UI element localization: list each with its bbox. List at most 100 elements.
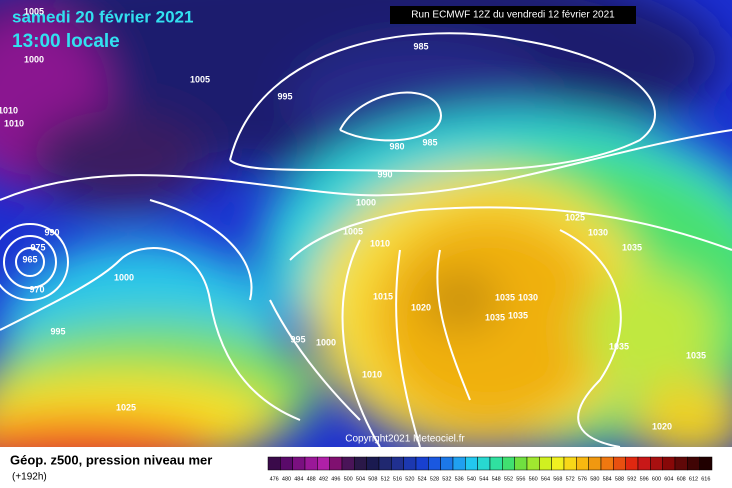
scale-label: 556 [516,476,525,482]
isobar-label: 995 [50,326,65,336]
scale-swatch [674,456,688,471]
isobar-label: 1035 [622,242,642,252]
copyright: Copyright2021 Meteociel.fr [345,434,465,445]
scale-label: 528 [430,476,439,482]
scale-swatch [625,456,639,471]
scale-label: 508 [368,476,377,482]
scale-label: 548 [492,476,501,482]
scale-swatch [378,456,392,471]
scale-label: 588 [615,476,624,482]
scale-label: 568 [553,476,562,482]
isobar-label: 1010 [4,118,24,128]
scale-swatch [317,456,330,471]
isobar-label: 1020 [652,421,672,431]
scale-swatch [551,456,565,471]
scale-swatch [403,456,417,471]
scale-label: 608 [677,476,686,482]
scale-label: 564 [541,476,550,482]
scale-label: 540 [467,476,476,482]
scale-swatch [502,456,515,471]
isobar-label: 1025 [116,402,136,412]
scale-label: 600 [652,476,661,482]
scale-label: 512 [381,476,390,482]
isobar-label: 1015 [373,291,393,301]
scale-label: 592 [627,476,636,482]
isobar-label: 995 [277,91,292,101]
isobar-label: 965 [22,254,37,264]
isobar-label: 1035 [485,312,505,322]
isobar-label: 975 [30,242,45,252]
isobar-label: 1035 [609,341,629,351]
scale-swatch [687,456,700,471]
scale-label: 612 [689,476,698,482]
isobar-label: 980 [389,141,404,151]
scale-swatch [650,456,663,471]
isobar-label: 1020 [411,302,431,312]
scale-swatch [391,456,404,471]
scale-swatch [341,456,355,471]
scale-swatch [329,456,343,471]
scale-label: 492 [319,476,328,482]
isobar-label: 1035 [495,292,515,302]
isobar-label: 990 [377,169,392,179]
scale-swatch [428,456,441,471]
scale-swatch [452,456,466,471]
scale-swatch [304,456,318,471]
isobar-label: 1000 [24,54,44,64]
map-date: samedi 20 février 2021 [12,7,193,26]
isobar-label: 1010 [362,369,382,379]
isobar-label: 1035 [686,350,706,360]
isobar-label: 1010 [370,238,390,248]
scale-label: 616 [701,476,710,482]
scale-swatch [514,456,528,471]
isobar-label: 970 [29,284,44,294]
scale-label: 544 [479,476,488,482]
isobar-label: 985 [413,41,428,51]
scale-label: 532 [442,476,451,482]
scale-swatch [465,456,478,471]
scale-swatch [539,456,552,471]
scale-label: 484 [294,476,303,482]
scale-swatch [576,456,589,471]
scale-swatch [292,456,306,471]
scale-label: 520 [405,476,414,482]
footer-lead: (+192h) [12,472,47,483]
scale-swatch [600,456,614,471]
scale-swatch [662,456,676,471]
scale-swatch [415,456,429,471]
isobar-label: 1005 [343,226,363,236]
scale-swatch [477,456,491,471]
scale-swatch [354,456,367,471]
isobar-label: 1000 [114,272,134,282]
isobar-label: 1010 [0,105,18,115]
scale-swatch [637,456,651,471]
scale-label: 560 [529,476,538,482]
scale-label: 572 [566,476,575,482]
scale-label: 500 [344,476,353,482]
footer-title: Géop. z500, pression niveau mer [10,452,212,467]
scale-label: 596 [640,476,649,482]
scale-label: 552 [504,476,513,482]
isobar-label: 1030 [518,292,538,302]
scale-label: 536 [455,476,464,482]
isobar-label: 990 [44,227,59,237]
scale-swatch [588,456,602,471]
isobar-label: 985 [422,137,437,147]
scale-swatch [267,456,281,471]
scale-label: 488 [307,476,316,482]
scale-label: 504 [356,476,365,482]
scale-swatch [699,456,713,471]
isobar-label: 1035 [508,310,528,320]
scale-label: 584 [603,476,612,482]
scale-label: 576 [578,476,587,482]
scale-swatch [366,456,380,471]
isobar-label: 1005 [24,6,44,16]
map-time: 13:00 locale [12,31,120,52]
scale-label: 496 [331,476,340,482]
isobar-label: 995 [290,334,305,344]
scale-swatch [280,456,293,471]
isobar-label: 1025 [565,212,585,222]
scale-label: 604 [664,476,673,482]
